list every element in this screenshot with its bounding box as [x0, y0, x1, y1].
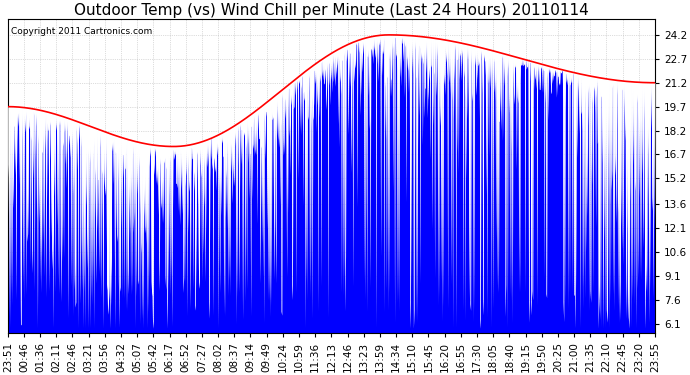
Title: Outdoor Temp (vs) Wind Chill per Minute (Last 24 Hours) 20110114: Outdoor Temp (vs) Wind Chill per Minute … — [74, 3, 589, 18]
Text: Copyright 2011 Cartronics.com: Copyright 2011 Cartronics.com — [11, 27, 152, 36]
